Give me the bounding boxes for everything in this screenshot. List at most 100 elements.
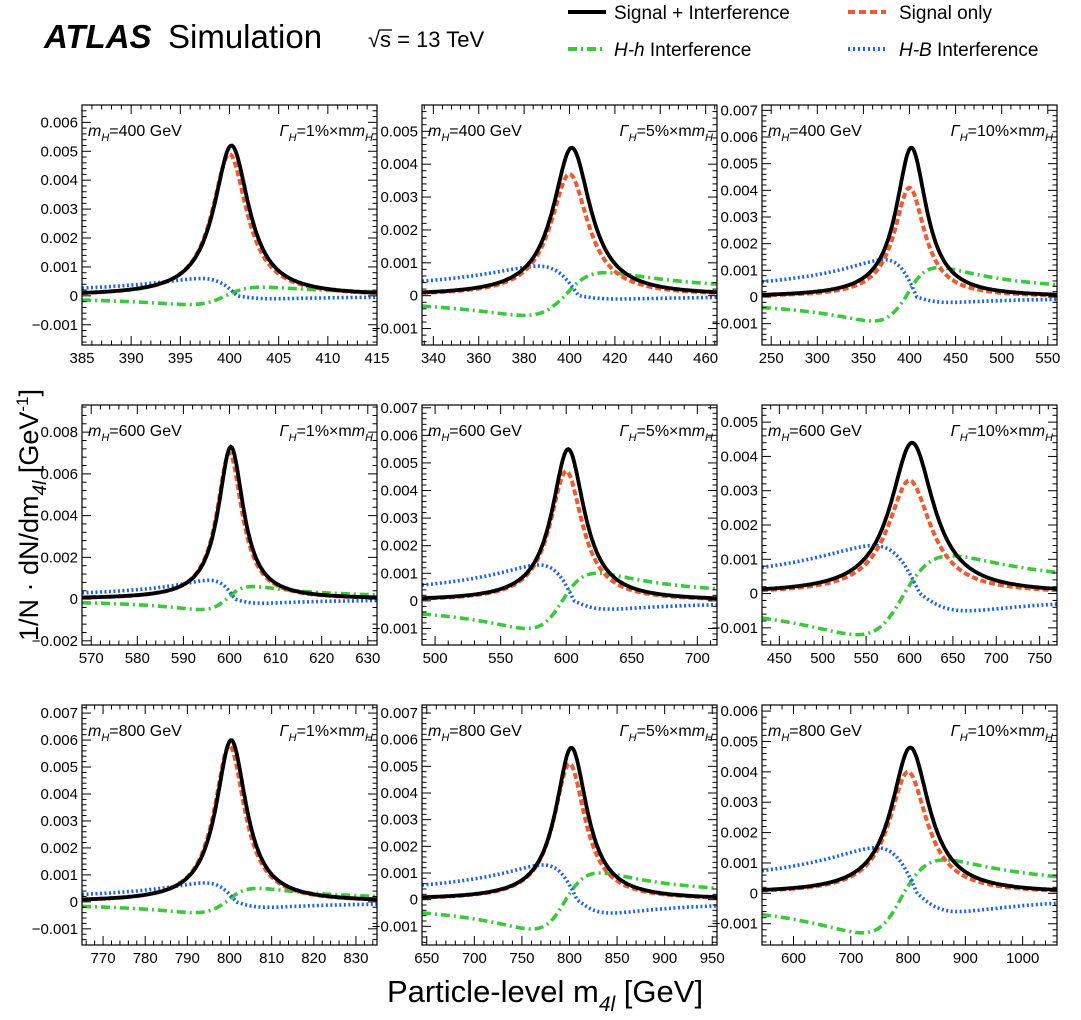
- panel-8: 650 700 750 800 850 900 950 −0.001 0 0.001 0.002 0.…: [372, 704, 725, 967]
- y-tick-label: 0.002: [380, 222, 418, 239]
- y-tick-label: 0.001: [720, 551, 758, 568]
- width-mass-symbol: m: [1032, 423, 1045, 440]
- width-mass-symbol: m: [692, 423, 705, 440]
- mass-symbol: m: [428, 123, 441, 140]
- width-value: =5%×m: [637, 723, 692, 740]
- width-mass-symbol: m: [1032, 723, 1045, 740]
- panel-frame: [421, 404, 718, 646]
- x-tick-label: 580: [125, 650, 150, 667]
- width-mass-subscript: H: [365, 432, 373, 444]
- width-value: =5%×m: [637, 123, 692, 140]
- y-axis-title-unit: [GeV: [14, 412, 44, 481]
- legend-label-hh-italic: H-h: [614, 40, 645, 61]
- legend-label-total: Signal + Interference: [614, 3, 790, 24]
- x-tick-label: 400: [557, 350, 582, 367]
- y-tick-label: 0.002: [40, 840, 78, 857]
- series-hh-line: [82, 886, 377, 915]
- series-total-line: [82, 143, 377, 295]
- x-tick-label: 550: [854, 650, 879, 667]
- panel-9: 600 700 800 900 1000 −0.001 0 0.001 0.002 0.003 0.…: [712, 703, 1058, 967]
- width-subscript: H: [289, 432, 297, 444]
- x-tick-label: 700: [838, 950, 863, 967]
- width-symbol: Γ: [280, 423, 290, 440]
- panel-width-annotation: ΓH=10%×mmH: [951, 123, 1053, 144]
- panel-annotation: mH=400 GeV: [428, 123, 522, 144]
- y-tick-label: 0.002: [380, 838, 418, 855]
- y-tick-label: 0: [410, 892, 418, 909]
- y-tick-label: 0.003: [380, 189, 418, 206]
- y-tick-label: −0.001: [712, 316, 758, 333]
- mass-symbol: m: [88, 423, 101, 440]
- panel-background: [762, 705, 1057, 945]
- y-tick-label: 0.002: [40, 549, 78, 566]
- width-mass-subscript: H: [705, 432, 713, 444]
- y-tick-label: 0: [750, 885, 758, 902]
- width-value: =10%×m: [968, 423, 1032, 440]
- mass-value: =600 GeV: [109, 423, 182, 440]
- x-tick-label: 360: [466, 350, 491, 367]
- mass-symbol: m: [88, 123, 101, 140]
- panel-background: [422, 105, 717, 345]
- width-symbol: Γ: [620, 123, 630, 140]
- series-hb-line: [422, 264, 717, 301]
- y-tick-label: 0.001: [40, 259, 78, 276]
- series-hb-line: [762, 846, 1057, 914]
- series-hb-line: [82, 881, 377, 909]
- width-mass-symbol: m: [352, 423, 365, 440]
- series-hh-line: [762, 858, 1057, 935]
- x-tick-label: 380: [512, 350, 537, 367]
- y-tick-label: 0: [70, 894, 78, 911]
- x-tick-label: 900: [953, 950, 978, 967]
- panel-2: 340 360 380 400 420 440 460 −0.001 0 0.001 0.002 0.…: [372, 104, 718, 367]
- width-mass-subscript: H: [705, 132, 713, 144]
- legend-label-signal: Signal only: [899, 3, 992, 24]
- x-tick-label: 620: [309, 650, 334, 667]
- x-tick-label: 395: [168, 350, 193, 367]
- mass-symbol: m: [768, 123, 781, 140]
- y-tick-label: 0.008: [40, 424, 78, 441]
- legend-label-hb-italic: H-B: [899, 40, 932, 61]
- series-total-line: [422, 145, 717, 295]
- x-tick-label: 440: [648, 350, 673, 367]
- status-label: Simulation: [168, 18, 322, 55]
- y-tick-label: 0.003: [720, 209, 758, 226]
- x-tick-label: 770: [91, 950, 116, 967]
- panel-width-annotation: ΓH=10%×mmH: [951, 723, 1053, 744]
- x-tick-label: 500: [423, 650, 448, 667]
- x-tick-label: 460: [693, 350, 718, 367]
- width-mass-symbol: m: [352, 123, 365, 140]
- y-tick-label: −0.001: [32, 921, 78, 938]
- series-total-line: [82, 444, 377, 600]
- mass-symbol: m: [428, 723, 441, 740]
- panel-6: 450 500 550 600 650 700 750 −0.001 0 0.001 0.002 0.…: [712, 404, 1058, 667]
- y-tick-label: 0.005: [380, 455, 418, 472]
- x-tick-label: 600: [554, 650, 579, 667]
- width-symbol: Γ: [280, 123, 290, 140]
- y-tick-label: −0.001: [372, 918, 418, 935]
- series-signal-line: [762, 478, 1057, 593]
- y-tick-label: 0.004: [720, 182, 758, 199]
- x-tick-label: 340: [421, 350, 446, 367]
- y-tick-label: 0: [410, 593, 418, 610]
- width-mass-subscript: H: [1045, 732, 1053, 744]
- x-tick-label: 550: [1035, 350, 1060, 367]
- panel-annotation: mH=400 GeV: [88, 123, 182, 144]
- x-tick-label: 950: [700, 950, 725, 967]
- x-tick-label: 350: [851, 350, 876, 367]
- panel-width-annotation: ΓH=5%×mmH: [620, 123, 714, 144]
- legend-label-hh: H-h Interference: [614, 40, 751, 61]
- y-tick-label: 0.004: [380, 156, 418, 173]
- mass-value: =400 GeV: [789, 123, 862, 140]
- y-tick-label: 0.002: [380, 538, 418, 555]
- y-tick-label: 0.007: [380, 400, 418, 417]
- x-tick-label: 750: [509, 950, 534, 967]
- series-hh-line: [422, 871, 717, 931]
- x-tick-label: 830: [343, 950, 368, 967]
- x-tick-label: 410: [315, 350, 340, 367]
- x-tick-label: 405: [266, 350, 291, 367]
- x-tick-label: 750: [1027, 650, 1052, 667]
- x-tick-label: 630: [355, 650, 380, 667]
- width-mass-symbol: m: [1032, 123, 1045, 140]
- x-tick-label: 600: [781, 950, 806, 967]
